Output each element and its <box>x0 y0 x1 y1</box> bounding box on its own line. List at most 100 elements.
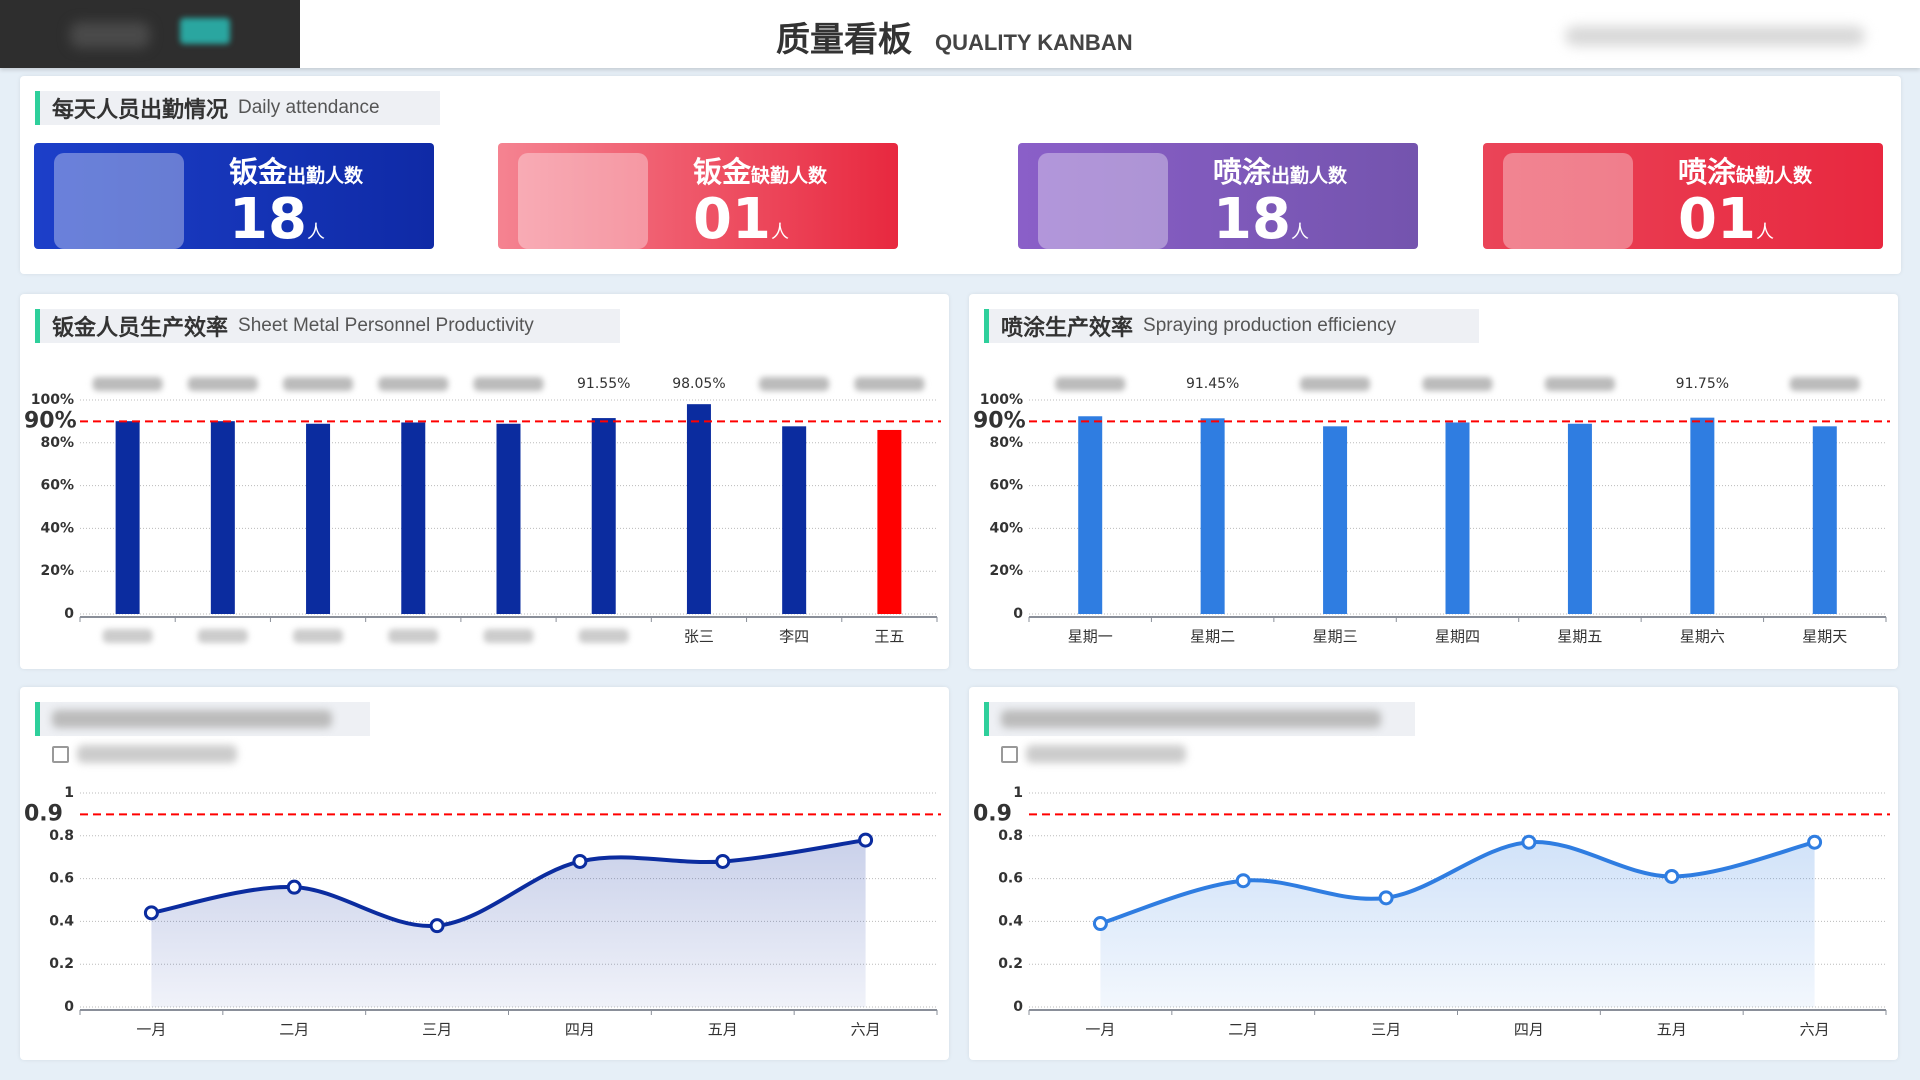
y-tick-label: 0.8 <box>998 828 1023 844</box>
y-tick-label: 100% <box>31 392 74 408</box>
card-label: 出勤人数 <box>1271 165 1348 187</box>
line <box>1099 840 1816 926</box>
y-tick-label: 80% <box>40 435 74 451</box>
card-illustration <box>54 153 184 249</box>
title-cn: 喷涂生产效率 <box>1001 316 1134 341</box>
section-title <box>35 702 370 736</box>
y-tick-label: 0.8 <box>49 828 74 844</box>
card-unit: 人 <box>770 222 789 243</box>
bar <box>1690 417 1715 614</box>
card-name: 喷涂 <box>1213 155 1272 189</box>
blurred-label <box>102 629 153 643</box>
bar <box>1445 422 1470 614</box>
card-name: 喷涂 <box>1678 155 1737 189</box>
point <box>858 832 874 848</box>
section-title <box>984 702 1415 736</box>
bar <box>1200 418 1225 614</box>
value-label: 91.45% <box>1186 376 1239 392</box>
y-tick-label: 0.4 <box>49 913 74 929</box>
x-tick-label: 李四 <box>779 628 809 646</box>
title-en: Spraying production efficiency <box>1143 315 1397 336</box>
blurred-label <box>197 629 248 643</box>
stat-card: 喷涂出勤人数 18人 <box>1018 143 1418 249</box>
card-text: 喷涂缺勤人数 01人 <box>1678 149 1812 249</box>
point <box>1378 890 1394 906</box>
y-tick-label: 1 <box>64 785 74 801</box>
card-value: 18 <box>229 187 307 249</box>
bar <box>686 404 711 614</box>
x-tick-label: 四月 <box>1514 1021 1544 1039</box>
title-cn: 每天人员出勤情况 <box>52 98 229 123</box>
card-label: 缺勤人数 <box>1736 165 1813 187</box>
bar <box>877 429 902 614</box>
y-tick-label: 60% <box>40 478 74 494</box>
point <box>572 853 588 869</box>
y-tick-label: 0 <box>64 606 74 622</box>
card-value: 18 <box>1213 187 1291 249</box>
bar <box>1078 416 1103 614</box>
date-time <box>1565 26 1865 46</box>
chart-panel: 0 20% 40% 60% 80% 100% 星期一 星期二 星期三 星期四 星期五 星期六 星期天 91… <box>969 294 1898 669</box>
line <box>151 838 866 928</box>
area <box>151 840 866 1007</box>
stat-card: 钣金出勤人数 18人 <box>34 143 434 249</box>
y-tick-label: 0.6 <box>49 871 74 887</box>
y-tick-label: 0.4 <box>998 913 1023 929</box>
section-title: 喷涂生产效率 Spraying production efficiency <box>984 309 1479 343</box>
x-tick-label: 五月 <box>1657 1021 1687 1039</box>
x-tick-label: 六月 <box>851 1021 881 1039</box>
x-tick-label: 二月 <box>279 1021 309 1039</box>
y-tick-label: 0.6 <box>998 871 1023 887</box>
card-illustration <box>1038 153 1168 249</box>
x-tick-label: 星期二 <box>1190 628 1235 646</box>
y-tick-label: 0.2 <box>998 956 1023 972</box>
bar <box>1323 426 1348 614</box>
page-title: 质量看板 <box>776 20 912 60</box>
blurred-value-label <box>187 377 258 391</box>
y-tick-label: 20% <box>40 563 74 579</box>
y-tick-label: 40% <box>989 520 1023 536</box>
blurred-value-label <box>759 377 830 391</box>
blurred-value-label <box>1422 377 1493 391</box>
y-tick-label: 0 <box>1013 999 1023 1015</box>
blurred-value-label <box>854 377 925 391</box>
chart: 0 0.2 0.4 0.6 0.8 1 一月 二月 三月 四月 五月 六月 0.9 <box>24 785 941 1039</box>
stat-card: 喷涂缺勤人数 01人 <box>1483 143 1883 249</box>
x-tick-label: 星期六 <box>1680 628 1725 646</box>
x-tick-label: 王五 <box>874 628 904 646</box>
value-label: 91.55% <box>577 376 630 392</box>
title-en: Daily attendance <box>238 97 380 118</box>
bar <box>1567 423 1592 614</box>
y-tick-label: 80% <box>989 435 1023 451</box>
y-tick-label: 0 <box>64 999 74 1015</box>
blurred-label <box>293 629 344 643</box>
blurred-value-label <box>1300 377 1371 391</box>
x-tick-label: 四月 <box>565 1021 595 1039</box>
blurred-label <box>483 629 534 643</box>
blurred-title <box>1001 710 1381 728</box>
card-name: 钣金 <box>693 155 752 189</box>
card-unit: 人 <box>306 222 325 243</box>
x-tick-label: 一月 <box>1085 1021 1115 1039</box>
card-text: 喷涂出勤人数 18人 <box>1213 149 1347 249</box>
chart: 0 20% 40% 60% 80% 100% 星期一 星期二 星期三 星期四 星期五 星期六 星期天 91… <box>973 376 1890 646</box>
x-tick-label: 星期五 <box>1557 628 1602 646</box>
chart: 0 0.2 0.4 0.6 0.8 1 一月 二月 三月 四月 五月 六月 0.9 <box>973 785 1890 1039</box>
x-tick-label: 一月 <box>136 1021 166 1039</box>
x-tick-label: 星期四 <box>1435 628 1480 646</box>
threshold-label: 90% <box>24 408 77 433</box>
card-illustration <box>518 153 648 249</box>
bar <box>591 418 616 614</box>
y-tick-label: 40% <box>40 520 74 536</box>
value-label: 91.75% <box>1676 376 1729 392</box>
y-tick-label: 0.2 <box>49 956 74 972</box>
point <box>143 905 159 921</box>
blurred-value-label <box>1789 377 1860 391</box>
blurred-value-label <box>283 377 354 391</box>
date-range <box>52 745 237 763</box>
card-label: 缺勤人数 <box>751 165 828 187</box>
blurred-value-label <box>92 377 163 391</box>
section-title: 钣金人员生产效率 Sheet Metal Personnel Productiv… <box>35 309 620 343</box>
card-name: 钣金 <box>229 155 288 189</box>
chart-panel: 0 20% 40% 60% 80% 100% 张三 李四 王五 91.55% 98.05% 90% 钣… <box>20 294 949 669</box>
